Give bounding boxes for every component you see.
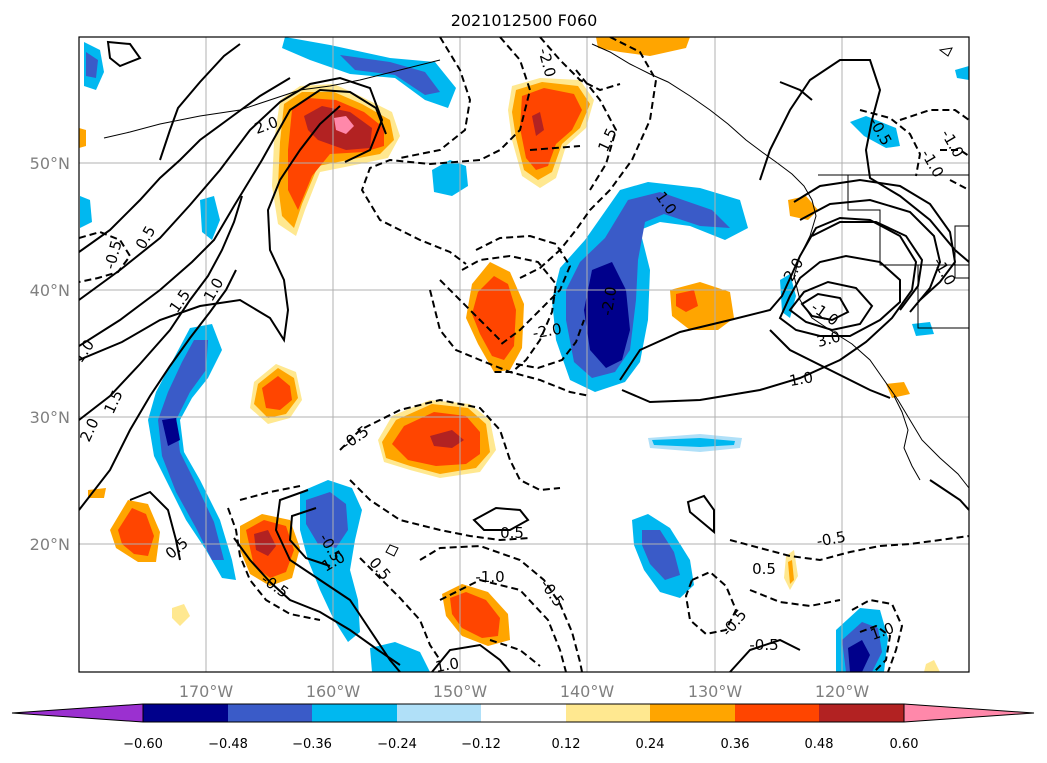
colorbar-segment [566, 704, 650, 722]
contour-label: 0.5 [752, 560, 776, 578]
colorbar-segment [819, 704, 904, 722]
colorbar-tick: −0.60 [123, 737, 163, 752]
contour-label: -1.0 [475, 568, 504, 586]
colorbar-segment [312, 704, 397, 722]
contour-label: 0.5 [500, 524, 524, 542]
colorbar-segment [143, 704, 228, 722]
solid-contours [79, 40, 969, 672]
colorbar-extend-high [904, 704, 1034, 722]
map-title: 2021012500 F060 [451, 11, 598, 30]
lon-label-140w: 140°W [560, 682, 615, 701]
lon-label-170w: 170°W [179, 682, 234, 701]
contour-label: 1.0 [788, 368, 815, 390]
contour-label: -0.5 [815, 528, 847, 551]
lon-label-120w: 120°W [815, 682, 870, 701]
contour-label: 1.0 [434, 654, 461, 676]
dashed-contours [79, 37, 969, 672]
contour-label: -0.5 [749, 636, 778, 654]
lon-label-150w: 150°W [433, 682, 488, 701]
gridlines [79, 37, 969, 672]
colorbar-tick: 0.24 [636, 737, 665, 752]
colorbar-tick: 0.36 [721, 737, 750, 752]
latitude-labels: 50°N 40°N 30°N 20°N [30, 154, 70, 554]
lon-label-160w: 160°W [306, 682, 361, 701]
map-area: 2.0 -2.0 1.5 1.0 -0.5 0.5 1.0 1.5 1.0 1.… [79, 37, 969, 676]
colorbar-segment [735, 704, 819, 722]
lon-label-130w: 130°W [688, 682, 743, 701]
colorbar-tick: −0.24 [377, 737, 417, 752]
lat-label-20n: 20°N [30, 535, 70, 554]
colorbar-segment [481, 704, 566, 722]
colorbar-tick: 0.48 [805, 737, 834, 752]
contour-label: 3.0 [815, 327, 843, 351]
coastlines [103, 43, 969, 557]
colorbar-extend-low [12, 704, 143, 722]
contour-label: -2.0 [598, 285, 621, 317]
lat-label-50n: 50°N [30, 154, 70, 173]
negative-shading [80, 37, 969, 672]
colorbar-tick: 0.60 [890, 737, 919, 752]
lat-label-30n: 30°N [30, 408, 70, 427]
colorbar-tick: −0.36 [292, 737, 332, 752]
colorbar: −0.60 −0.48 −0.36 −0.24 −0.12 0.12 0.24 … [11, 703, 1035, 752]
map-frame [78, 36, 970, 673]
colorbar-segment [650, 704, 735, 722]
contour-label: -2.0 [531, 320, 563, 343]
colorbar-segment [228, 704, 312, 722]
colorbar-tick: −0.48 [208, 737, 248, 752]
lat-label-40n: 40°N [30, 281, 70, 300]
colorbar-tick: 0.12 [552, 737, 581, 752]
colorbar-tick: −0.12 [461, 737, 501, 752]
longitude-labels: 170°W 160°W 150°W 140°W 130°W 120°W [179, 682, 870, 701]
colorbar-segment [397, 704, 481, 722]
